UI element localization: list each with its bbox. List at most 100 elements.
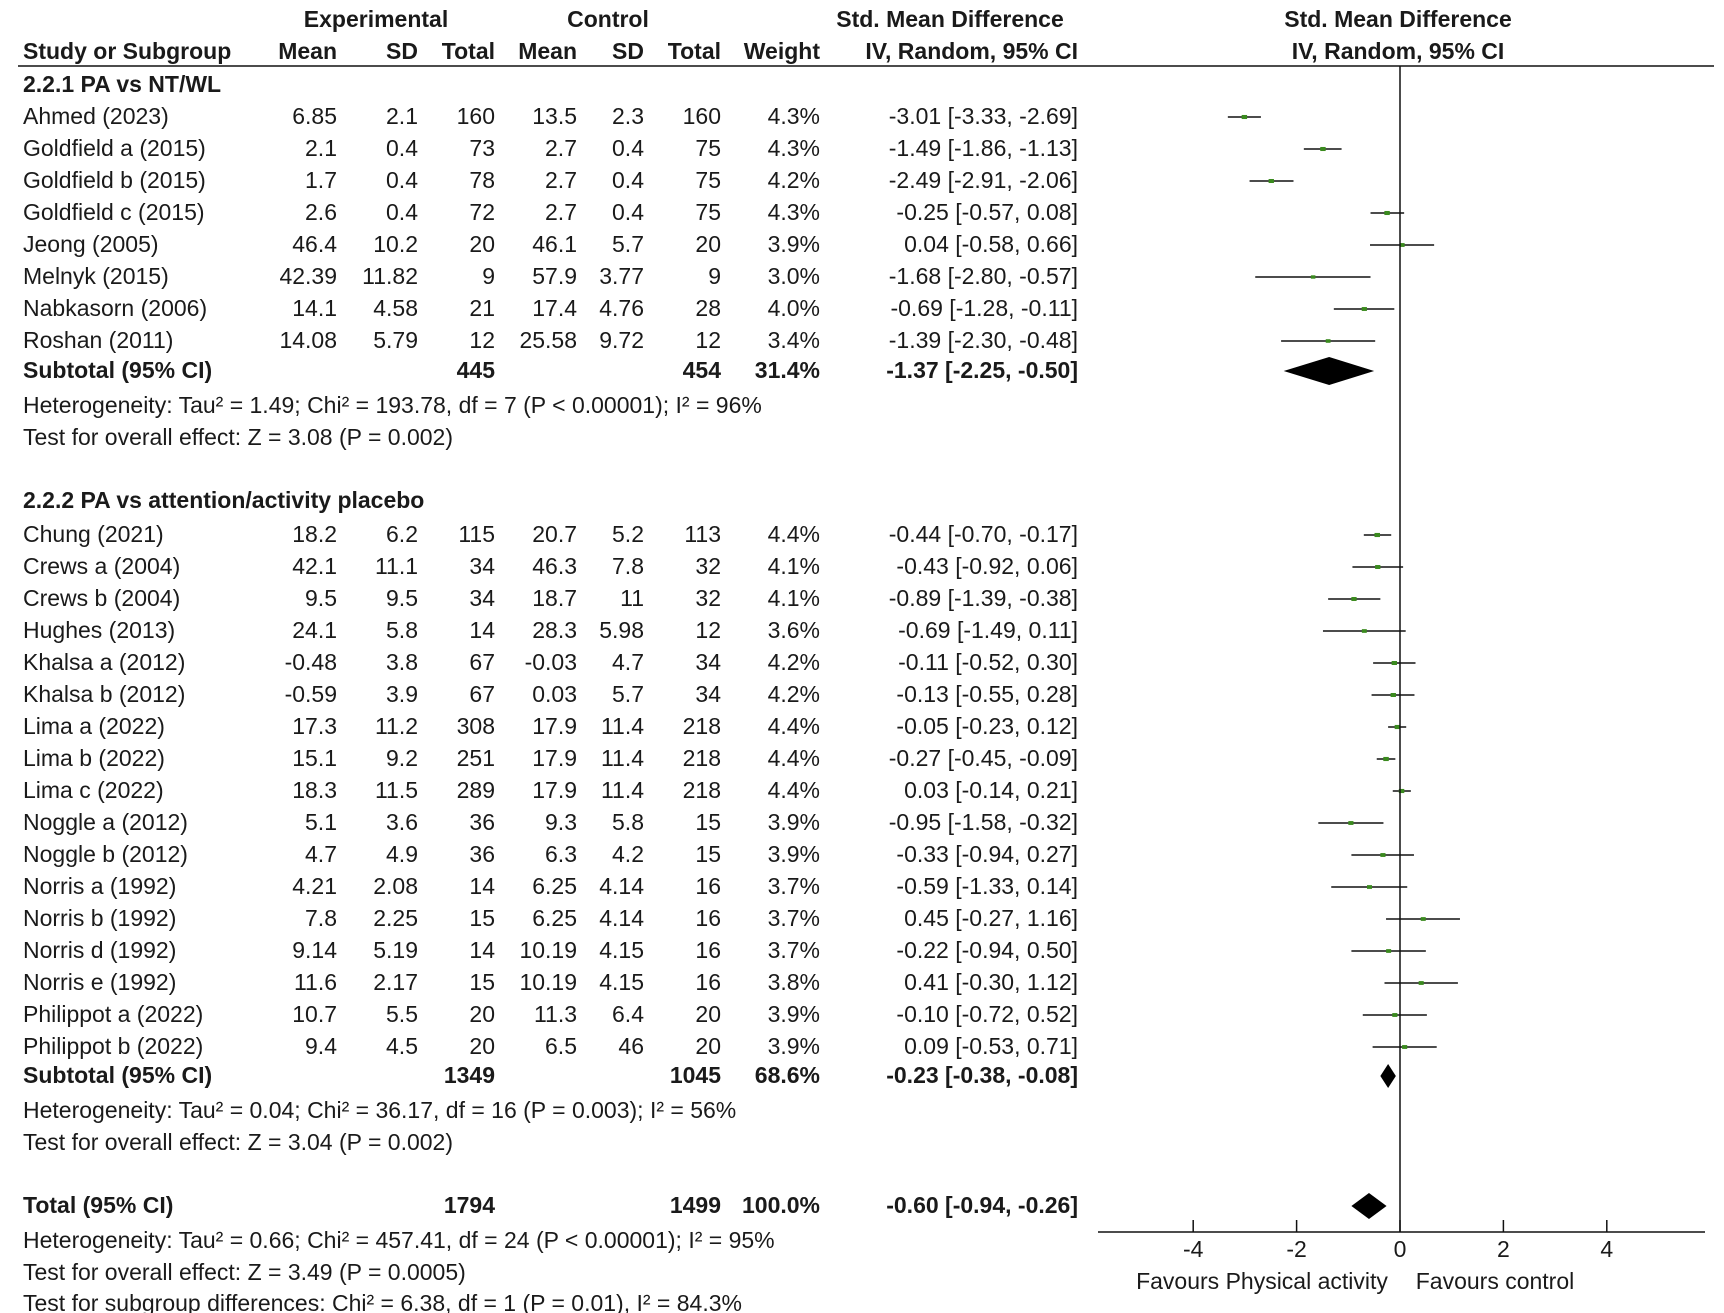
ctrl-mean: 46.3 (532, 553, 577, 579)
exp-mean: 42.39 (279, 263, 337, 289)
ctrl-total: 218 (683, 745, 721, 771)
exp-sd: 10.2 (373, 231, 418, 257)
study-weight: 3.9% (768, 1001, 820, 1027)
study-name: Nabkasorn (2006) (23, 295, 207, 321)
exp-sd: 2.25 (373, 905, 418, 931)
ctrl-total: 20 (695, 1001, 721, 1027)
ctrl-mean: 2.7 (545, 135, 577, 161)
header-experimental: Experimental (304, 6, 448, 32)
ctrl-total: 113 (684, 521, 721, 547)
study-point (1386, 949, 1392, 953)
ctrl-total: 16 (695, 937, 721, 963)
study-ci: -0.10 [-0.72, 0.52] (896, 1001, 1078, 1027)
ctrl-mean: 28.3 (532, 617, 577, 643)
ctrl-mean: 2.7 (545, 167, 577, 193)
exp-mean: 14.1 (292, 295, 337, 321)
exp-total: 14 (469, 937, 495, 963)
exp-total: 78 (469, 167, 495, 193)
study-weight: 4.0% (768, 295, 820, 321)
exp-mean: 9.4 (305, 1033, 337, 1059)
exp-total: 36 (469, 841, 495, 867)
ctrl-sd: 4.76 (599, 295, 644, 321)
study-weight: 4.3% (768, 135, 820, 161)
study-name: Goldfield b (2015) (23, 167, 206, 193)
study-name: Norris e (1992) (23, 969, 176, 995)
ctrl-total: 12 (695, 327, 721, 353)
total-label: Total (95% CI) (23, 1192, 173, 1218)
study-name: Melnyk (2015) (23, 263, 169, 289)
study-weight: 4.2% (768, 649, 820, 675)
ctrl-sd: 9.72 (599, 327, 644, 353)
exp-mean: 10.7 (292, 1001, 337, 1027)
header-study: Study or Subgroup (23, 38, 231, 64)
exp-total: 20 (469, 231, 495, 257)
ctrl-mean: -0.03 (525, 649, 577, 675)
study-weight: 4.1% (768, 585, 820, 611)
study-name: Norris d (1992) (23, 937, 176, 963)
exp-total: 21 (469, 295, 495, 321)
exp-mean: 42.1 (292, 553, 337, 579)
ctrl-mean: 18.7 (532, 585, 577, 611)
ctrl-total: 16 (695, 905, 721, 931)
study-ci: 0.03 [-0.14, 0.21] (904, 777, 1078, 803)
exp-sd: 11.82 (362, 263, 418, 289)
study-name: Hughes (2013) (23, 617, 175, 643)
study-point (1367, 885, 1372, 889)
study-weight: 3.7% (768, 905, 820, 931)
study-name: Lima a (2022) (23, 713, 165, 739)
subtotal-exp-total: 445 (457, 357, 496, 383)
exp-mean: 9.5 (305, 585, 337, 611)
group-title: 2.2.1 PA vs NT/WL (23, 71, 221, 97)
ctrl-mean: 10.19 (519, 969, 577, 995)
exp-total: 20 (469, 1001, 495, 1027)
header-method: IV, Random, 95% CI (865, 38, 1078, 64)
study-name: Lima b (2022) (23, 745, 165, 771)
ctrl-total: 218 (683, 777, 721, 803)
exp-sd: 5.79 (373, 327, 418, 353)
ctrl-sd: 6.4 (612, 1001, 644, 1027)
ctrl-sd: 46 (618, 1033, 644, 1059)
ctrl-sd: 3.77 (599, 263, 644, 289)
exp-sd: 4.9 (386, 841, 418, 867)
subgroup-differences-text: Test for subgroup differences: Chi² = 6.… (23, 1290, 742, 1313)
x-tick-label: -4 (1183, 1236, 1204, 1262)
exp-total: 251 (457, 745, 495, 771)
exp-sd: 5.19 (373, 937, 418, 963)
exp-mean: 9.14 (292, 937, 337, 963)
study-ci: -0.59 [-1.33, 0.14] (896, 873, 1078, 899)
total-overall-effect-text: Test for overall effect: Z = 3.49 (P = 0… (23, 1259, 466, 1285)
study-point (1390, 692, 1396, 698)
study-name: Lima c (2022) (23, 777, 164, 803)
study-ci: -0.89 [-1.39, -0.38] (889, 585, 1078, 611)
study-weight: 3.0% (768, 263, 820, 289)
study-weight: 4.4% (768, 713, 820, 739)
exp-mean: 17.3 (292, 713, 337, 739)
ctrl-mean: 9.3 (545, 809, 577, 835)
ctrl-total: 32 (695, 553, 721, 579)
study-name: Jeong (2005) (23, 231, 159, 257)
ctrl-mean: 10.19 (519, 937, 577, 963)
ctrl-mean: 6.3 (545, 841, 577, 867)
exp-sd: 0.4 (386, 135, 418, 161)
exp-sd: 9.2 (386, 745, 418, 771)
subtotal-label: Subtotal (95% CI) (23, 357, 212, 383)
ctrl-total: 34 (695, 649, 721, 675)
study-ci: 0.09 [-0.53, 0.71] (904, 1033, 1078, 1059)
study-weight: 4.4% (768, 777, 820, 803)
study-point (1320, 146, 1326, 152)
exp-total: 9 (482, 263, 495, 289)
ctrl-sd: 11.4 (601, 745, 644, 771)
study-ci: -0.27 [-0.45, -0.09] (889, 745, 1078, 771)
plot-header-method: IV, Random, 95% CI (1292, 38, 1505, 64)
study-name: Khalsa a (2012) (23, 649, 185, 675)
ctrl-mean: 13.5 (532, 103, 577, 129)
study-point (1351, 597, 1357, 601)
subtotal-ci: -0.23 [-0.38, -0.08] (886, 1062, 1078, 1088)
exp-mean: 24.1 (292, 617, 337, 643)
study-weight: 4.2% (768, 167, 820, 193)
study-ci: 0.41 [-0.30, 1.12] (904, 969, 1078, 995)
study-weight: 3.9% (768, 1033, 820, 1059)
exp-total: 115 (458, 521, 495, 547)
study-name: Ahmed (2023) (23, 103, 169, 129)
ctrl-mean: 6.25 (532, 905, 577, 931)
